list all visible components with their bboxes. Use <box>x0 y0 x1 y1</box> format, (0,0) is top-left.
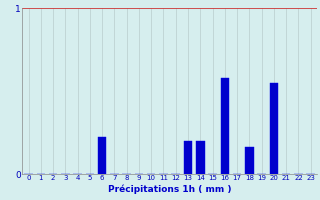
Bar <box>269 83 278 174</box>
Bar <box>220 78 229 174</box>
Bar <box>245 147 254 174</box>
X-axis label: Précipitations 1h ( mm ): Précipitations 1h ( mm ) <box>108 184 231 194</box>
Bar <box>98 137 107 174</box>
Bar <box>196 141 204 174</box>
Bar <box>184 141 192 174</box>
